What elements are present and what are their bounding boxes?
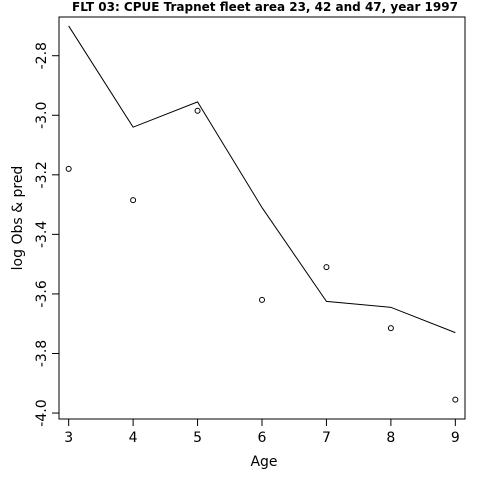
- observed-point: [259, 296, 265, 303]
- y-tick-label: -3.8: [34, 340, 50, 367]
- series-layer: [65, 25, 459, 403]
- y-tick-label: -3.2: [34, 161, 50, 188]
- observed-point: [387, 325, 394, 332]
- y-tick-label: -3.0: [34, 102, 50, 129]
- observed-point: [65, 165, 72, 172]
- y-tick-label: -3.6: [34, 280, 50, 307]
- x-tick-label: 6: [258, 430, 267, 446]
- predicted-line: [68, 25, 456, 334]
- x-tick-label: 4: [129, 430, 138, 446]
- observed-point: [194, 107, 201, 114]
- chart-title: FLT 03: CPUE Trapnet fleet area 23, 42 a…: [72, 0, 458, 14]
- x-tick-label: 5: [193, 430, 202, 446]
- x-tick-label: 9: [451, 430, 460, 446]
- y-tick-label: -2.8: [34, 42, 50, 69]
- x-tick-label: 8: [386, 430, 395, 446]
- observed-point: [452, 396, 459, 403]
- y-axis: -2.8 -3.0 -3.2 -3.4 -3.6 -3.8 -4.0: [34, 42, 59, 427]
- x-axis-label: Age: [250, 454, 277, 470]
- x-tick-label: 7: [322, 430, 331, 446]
- y-tick-label: -4.0: [34, 399, 50, 426]
- x-axis: 3 4 5 6 7 8 9: [64, 419, 460, 446]
- observed-point: [323, 264, 330, 271]
- observed-point: [130, 197, 137, 204]
- x-tick-label: 3: [64, 430, 73, 446]
- y-tick-label: -3.4: [34, 221, 50, 248]
- y-axis-label: log Obs & pred: [10, 166, 26, 271]
- plot-frame: [58, 16, 466, 420]
